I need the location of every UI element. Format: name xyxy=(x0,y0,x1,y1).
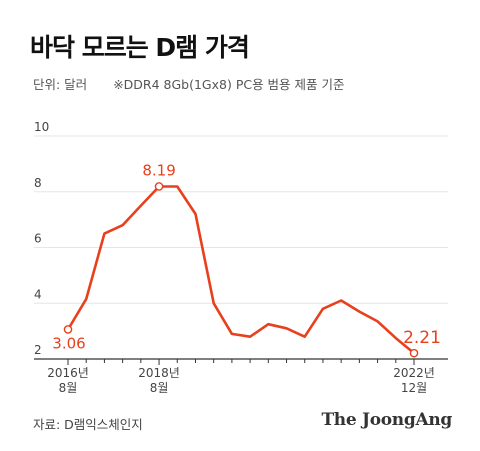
x-tick-label-year: 2016년 xyxy=(47,366,89,380)
y-tick-label: 4 xyxy=(34,287,42,301)
x-tick-label-month: 8월 xyxy=(59,381,78,395)
y-tick-label: 8 xyxy=(34,176,42,190)
footnote: ※DDR4 8Gb(1Gx8) PC용 범용 제품 기준 xyxy=(113,77,345,92)
chart-title: 바닥 모르는 D램 가격 xyxy=(30,33,250,62)
data-label: 2.21 xyxy=(403,328,441,348)
data-point-marker xyxy=(63,325,73,334)
x-tick-label-year: 2018년 xyxy=(138,366,180,380)
x-tick-label-month: 12월 xyxy=(401,381,427,395)
x-tick-label-year: 2022년 xyxy=(393,366,435,380)
data-point-marker xyxy=(409,348,419,358)
unit-label: 단위: 달러 xyxy=(33,77,88,92)
data-label: 3.06 xyxy=(52,334,85,352)
series-line xyxy=(66,185,416,355)
x-tick-label-month: 8월 xyxy=(150,381,169,395)
chart-subtitle: 단위: 달러 ※DDR4 8Gb(1Gx8) PC용 범용 제품 기준 xyxy=(33,74,345,93)
publisher-logo: The JoongAng xyxy=(321,410,452,430)
source-note: 자료: D램익스체인지 xyxy=(33,417,143,432)
y-tick-label: 6 xyxy=(34,232,42,246)
data-label: 8.19 xyxy=(142,161,175,179)
data-point-marker xyxy=(154,182,164,191)
y-tick-label: 2 xyxy=(34,343,42,357)
y-tick-label: 10 xyxy=(34,120,49,134)
